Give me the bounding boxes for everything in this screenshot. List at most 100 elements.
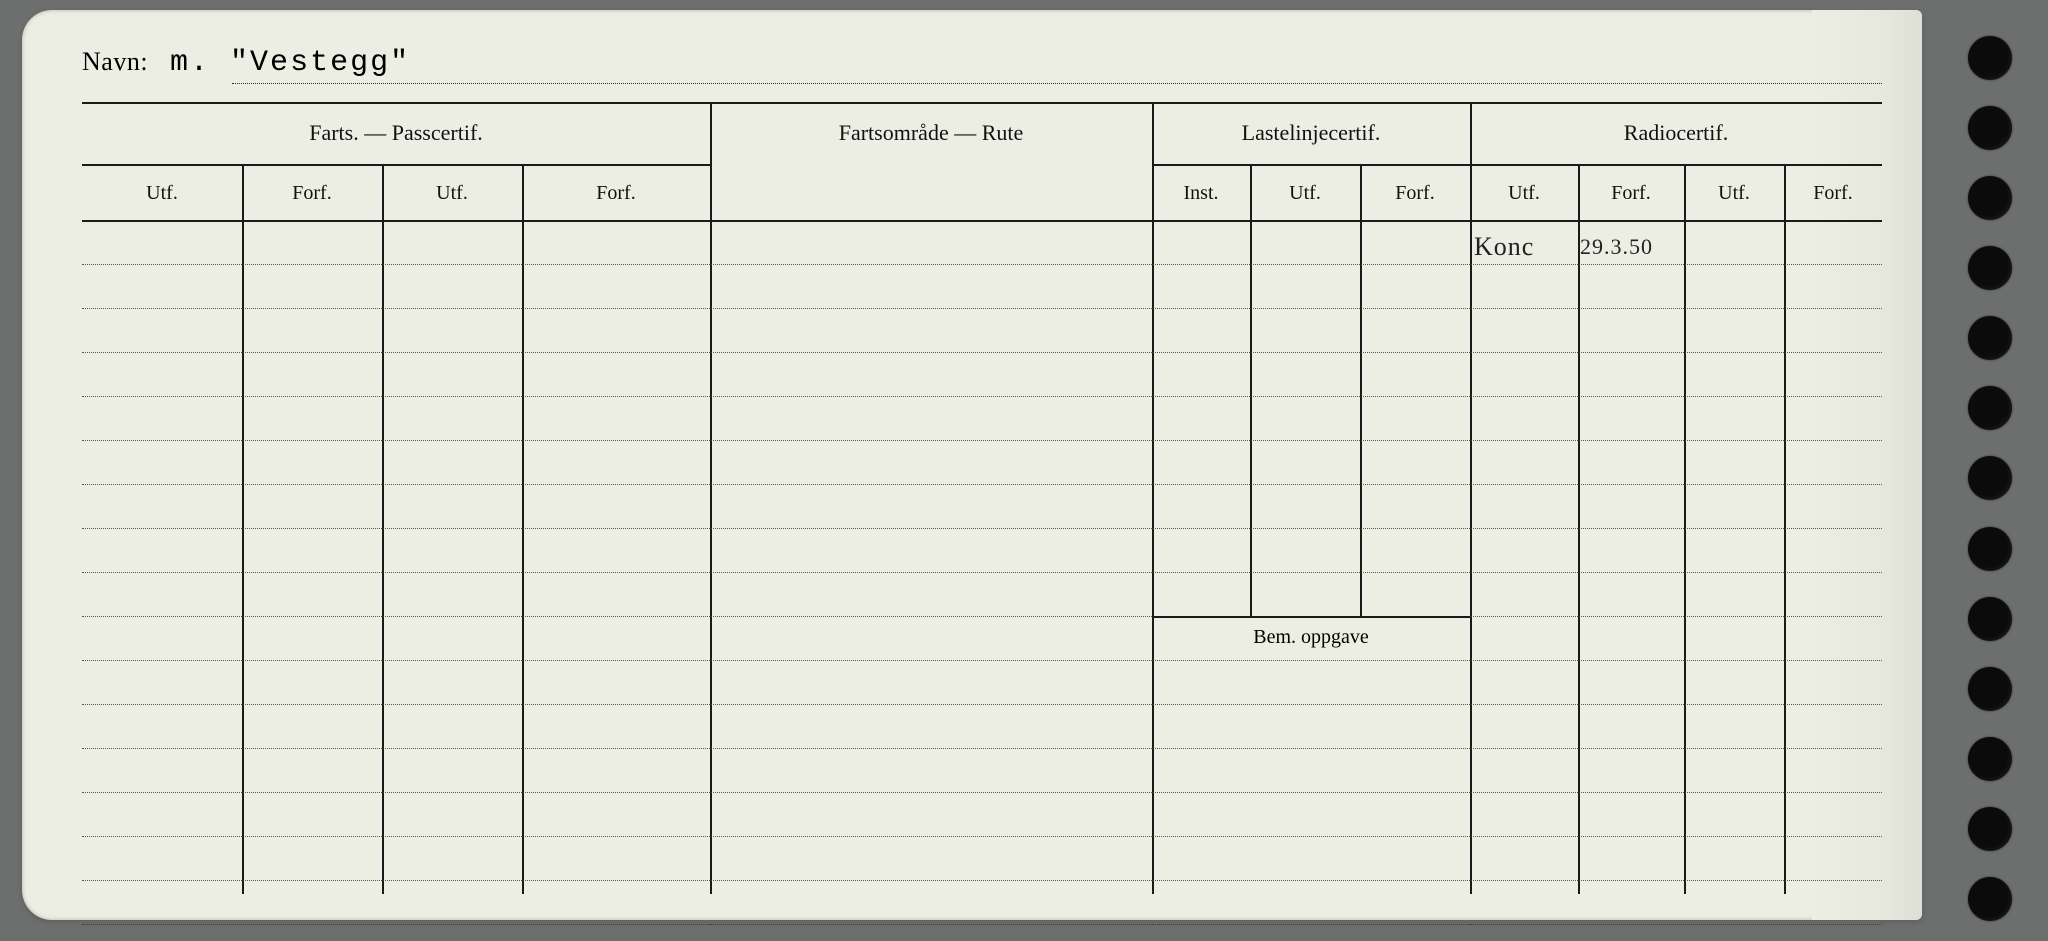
row-dots <box>82 660 710 661</box>
binder-hole <box>1968 737 2012 781</box>
form-grid: Farts. — Passcertif. Fartsområde — Rute … <box>82 102 1882 894</box>
hdr-farts: Farts. — Passcertif. <box>82 120 710 146</box>
row-dots <box>1470 836 1882 837</box>
sub-radio-forf-1: Forf. <box>1578 182 1684 205</box>
sub-laste-forf: Forf. <box>1360 182 1470 205</box>
row-dots <box>82 528 710 529</box>
sub-farts-forf-2: Forf. <box>522 182 710 205</box>
row-dots <box>1152 704 1470 705</box>
row-dots <box>1470 528 1882 529</box>
row-dots <box>1152 528 1470 529</box>
binder-hole <box>1968 527 2012 571</box>
row-dots <box>710 924 1152 925</box>
row-dots <box>710 396 1152 397</box>
row-dots <box>1470 352 1882 353</box>
binder-hole <box>1968 456 2012 500</box>
v-farts-end <box>710 102 712 894</box>
row-dots <box>1152 792 1470 793</box>
row-dots <box>82 572 710 573</box>
row-dots <box>82 264 710 265</box>
hdr-sep-line <box>82 164 710 166</box>
row-dots <box>1470 616 1882 617</box>
row-dots <box>1470 880 1882 881</box>
row-dots <box>82 308 710 309</box>
row-dots <box>1152 396 1470 397</box>
sub-radio-utf-2: Utf. <box>1684 182 1784 205</box>
navn-label: Navn: <box>82 47 148 76</box>
row-dots <box>1470 484 1882 485</box>
hdr-sep-line-2 <box>1152 164 1882 166</box>
row-dots <box>1470 748 1882 749</box>
binder-hole <box>1968 316 2012 360</box>
sub-radio-forf-2: Forf. <box>1784 182 1882 205</box>
row-dots <box>1470 924 1882 925</box>
row-dots <box>1152 836 1470 837</box>
row-dots <box>82 792 710 793</box>
v-r3 <box>1784 164 1786 894</box>
sub-radio-utf-1: Utf. <box>1470 182 1578 205</box>
row-dots <box>1152 660 1470 661</box>
hdr-fartsomrade: Fartsområde — Rute <box>710 120 1152 146</box>
row-dots <box>710 616 1152 617</box>
row-dots <box>82 616 710 617</box>
row-dots <box>1152 308 1470 309</box>
row-dots <box>1152 440 1470 441</box>
binder-hole <box>1968 597 2012 641</box>
row-dots <box>1152 748 1470 749</box>
v-r1 <box>1578 164 1580 894</box>
row-dots <box>710 704 1152 705</box>
row-dots <box>82 704 710 705</box>
binder-hole <box>1968 246 2012 290</box>
row-dots <box>710 660 1152 661</box>
binder-hole <box>1968 667 2012 711</box>
row-dots <box>1152 352 1470 353</box>
row-dots <box>1470 660 1882 661</box>
row-dots <box>82 352 710 353</box>
v-l2 <box>1360 164 1362 616</box>
v-l1 <box>1250 164 1252 616</box>
sub-laste-inst: Inst. <box>1152 182 1250 205</box>
navn-value: m. "Vestegg" <box>170 46 410 80</box>
binder-hole <box>1968 106 2012 150</box>
bem-label: Bem. oppgave <box>1152 626 1470 649</box>
v-r2 <box>1684 164 1686 894</box>
row-dots <box>82 880 710 881</box>
navn-row: Navn: m. "Vestegg" <box>82 46 1882 86</box>
binder-hole <box>1968 807 2012 851</box>
row-dots <box>710 748 1152 749</box>
index-card: Navn: m. "Vestegg" Farts. — Passcertif. … <box>22 10 1922 920</box>
page-background: Navn: m. "Vestegg" Farts. — Passcertif. … <box>0 0 2048 941</box>
row-dots <box>1470 440 1882 441</box>
row-dots <box>710 792 1152 793</box>
row-dots <box>710 264 1152 265</box>
subhdr-bottom-line <box>82 220 1882 222</box>
row-dots <box>710 836 1152 837</box>
row-dots <box>82 440 710 441</box>
row-dots <box>1470 264 1882 265</box>
row-dots <box>82 836 710 837</box>
row-dots <box>82 924 710 925</box>
binder-hole <box>1968 36 2012 80</box>
v-f1 <box>242 164 244 894</box>
row-dots <box>710 528 1152 529</box>
bem-top-rule <box>1152 616 1470 618</box>
row-dots <box>710 880 1152 881</box>
binder-holes <box>1968 36 2028 921</box>
row-dots <box>710 352 1152 353</box>
row-dots <box>1152 572 1470 573</box>
row-dots <box>1470 396 1882 397</box>
sub-laste-utf: Utf. <box>1250 182 1360 205</box>
sub-farts-utf-2: Utf. <box>382 182 522 205</box>
v-f3 <box>522 164 524 894</box>
row-dots <box>1470 792 1882 793</box>
row-dots <box>710 572 1152 573</box>
row-dots <box>710 484 1152 485</box>
row-dots <box>1152 264 1470 265</box>
handwriting-radio-utf: Konc <box>1474 232 1534 262</box>
handwriting-radio-forf: 29.3.50 <box>1580 234 1653 260</box>
row-dots <box>1470 704 1882 705</box>
binder-hole <box>1968 386 2012 430</box>
row-dots <box>1470 308 1882 309</box>
v-laste-end <box>1470 102 1472 894</box>
row-dots <box>1152 924 1470 925</box>
